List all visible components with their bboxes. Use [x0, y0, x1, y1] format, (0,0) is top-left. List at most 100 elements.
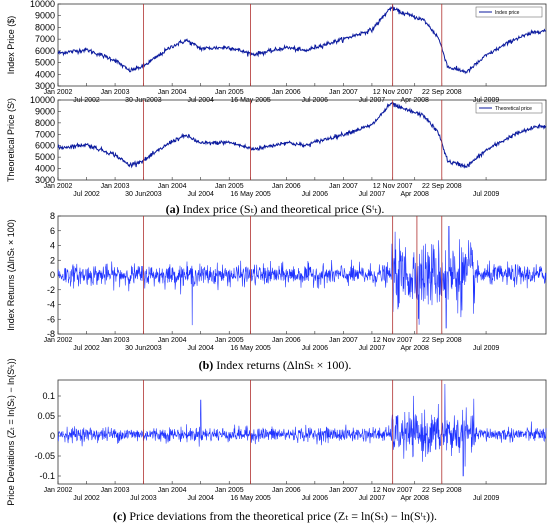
x-tick-label: 16 May 2005: [230, 345, 271, 352]
x-tick-label: Jul 2006: [302, 495, 329, 502]
x-tick-label: Jul 2007: [359, 97, 386, 104]
series-line: [57, 101, 547, 169]
x-tick-label: 22 Sep 2008: [422, 183, 462, 190]
caption-a: (a) Index price (Sₜ) and theoretical pri…: [166, 202, 385, 216]
y-tick-label: 7000: [35, 129, 55, 139]
y-tick-label: 4000: [35, 69, 55, 79]
x-tick-label: Jul 2006: [302, 97, 329, 104]
x-tick-label: Jul 2006: [302, 345, 329, 352]
panel-b: -8 -6 -4 -2 0 2 4 6 8 Index Returns (ΔlnSₜ × 100)…: [6, 211, 547, 352]
x-tick-label: Jan 2005: [215, 337, 244, 344]
x-tick-label: Jul 2007: [359, 191, 386, 198]
y-tick-label: 5000: [35, 58, 55, 68]
y-axis-label: Index Returns (ΔlnSₜ × 100): [6, 219, 16, 330]
y-tick-label: 6000: [35, 46, 55, 56]
x-tick-label: Jan 2002: [44, 89, 73, 96]
caption-b: (b) Index returns (ΔlnSₜ × 100).: [199, 358, 352, 372]
x-tick-label: Jul 2002: [73, 97, 100, 104]
y-tick-label: -8: [47, 329, 55, 339]
x-tick-label: Jul 2002: [73, 191, 100, 198]
y-tick-label: 0.1: [42, 391, 55, 401]
y-tick-label: 4: [50, 241, 55, 251]
x-tick-label: Jan 2003: [101, 183, 130, 190]
y-tick-label: 0: [50, 431, 55, 441]
x-tick-label: Jul 2002: [73, 495, 100, 502]
caption-b-text: Index returns (ΔlnSₜ × 100).: [213, 358, 351, 372]
caption-c-label: (c): [113, 509, 126, 523]
y-tick-label: -4: [47, 300, 55, 310]
caption-b-label: (b): [199, 358, 214, 372]
x-tick-label: Jul 2004: [187, 345, 214, 352]
x-tick-label: Jan 2003: [101, 487, 130, 494]
x-tick-label: Jan 2003: [101, 337, 130, 344]
y-axis-label: Price Deviations (Zₜ = ln(Sₜ) − ln(Sᵗₜ)): [6, 358, 16, 505]
x-tick-label: Jul 2004: [187, 191, 214, 198]
legend-box: [475, 102, 543, 114]
x-tick-label: Apr 2008: [401, 191, 430, 198]
y-tick-label: 9000: [35, 11, 55, 21]
y-tick-label: 10000: [30, 95, 55, 105]
y-tick-label: 3000: [35, 175, 55, 185]
x-tick-label: Jan 2006: [272, 183, 301, 190]
x-tick-label: 30 Jun2003: [125, 345, 162, 352]
y-tick-label: 0.05: [37, 411, 55, 421]
x-tick-label: Jul 2007: [359, 345, 386, 352]
y-tick-label: 8: [50, 211, 55, 221]
x-tick-label: Jan 2006: [272, 487, 301, 494]
y-tick-label: 3000: [35, 81, 55, 91]
x-tick-label: Jan 2007: [329, 337, 358, 344]
x-tick-label: Jul 2004: [187, 97, 214, 104]
x-tick-label: Jan 2005: [215, 487, 244, 494]
caption-a-text: Index price (Sₜ) and theoretical price (…: [180, 202, 385, 216]
legend-label: Index price: [495, 10, 520, 16]
y-tick-label: 7000: [35, 34, 55, 44]
y-tick-label: 4000: [35, 164, 55, 174]
caption-c: (c) Price deviations from the theoretica…: [113, 509, 437, 523]
y-tick-label: 6000: [35, 141, 55, 151]
y-tick-label: -0.1: [39, 471, 55, 481]
x-tick-label: Jul 2003: [130, 495, 157, 502]
x-tick-label: 16 May 2005: [230, 191, 271, 198]
x-tick-label: Jan 2007: [329, 487, 358, 494]
x-tick-label: Jul 2009: [473, 495, 500, 502]
x-tick-label: Jan 2002: [44, 337, 73, 344]
x-tick-label: Apr 2008: [401, 97, 430, 104]
series-line: [57, 3, 547, 75]
x-tick-label: Jan 2005: [215, 183, 244, 190]
x-tick-label: Jan 2002: [44, 183, 73, 190]
x-tick-label: Jan 2007: [329, 183, 358, 190]
y-axis-label: Index Price ($): [6, 16, 16, 75]
x-tick-label: Jan 2004: [158, 487, 187, 494]
x-tick-label: Jul 2007: [359, 495, 386, 502]
x-tick-label: Apr 2008: [401, 345, 430, 352]
x-tick-label: Jul 2002: [73, 345, 100, 352]
series-line: [57, 383, 547, 477]
x-tick-label: 12 Nov 2007: [373, 183, 413, 190]
y-tick-label: -0.05: [34, 451, 55, 461]
x-tick-label: 22 Sep 2008: [422, 487, 462, 494]
x-tick-label: Jul 2009: [473, 191, 500, 198]
x-tick-label: Jan 2003: [101, 89, 130, 96]
y-axis-label: Theoretical Price (Sᵗ): [6, 98, 16, 182]
y-tick-label: 6: [50, 226, 55, 236]
x-tick-label: Jan 2004: [158, 337, 187, 344]
x-tick-label: Jan 2005: [215, 89, 244, 96]
legend-label: Theoretical price: [495, 106, 532, 112]
legend-box: [475, 6, 543, 18]
x-tick-label: Jul 2009: [473, 345, 500, 352]
x-tick-label: 12 Nov 2007: [373, 89, 413, 96]
panel-c: -0.1 -0.05 0 0.05 0.1 Price Deviations (Zₜ = …: [6, 358, 547, 506]
x-tick-label: Apr 2008: [401, 495, 430, 502]
y-tick-label: 8000: [35, 118, 55, 128]
series-line: [57, 226, 547, 329]
y-tick-label: -2: [47, 285, 55, 295]
x-tick-label: Jul 2009: [473, 97, 500, 104]
y-tick-label: 2: [50, 255, 55, 265]
x-tick-label: 16 May 2005: [230, 495, 271, 502]
y-tick-label: 5000: [35, 152, 55, 162]
x-tick-label: Jan 2004: [158, 89, 187, 96]
x-tick-label: Jan 2004: [158, 183, 187, 190]
